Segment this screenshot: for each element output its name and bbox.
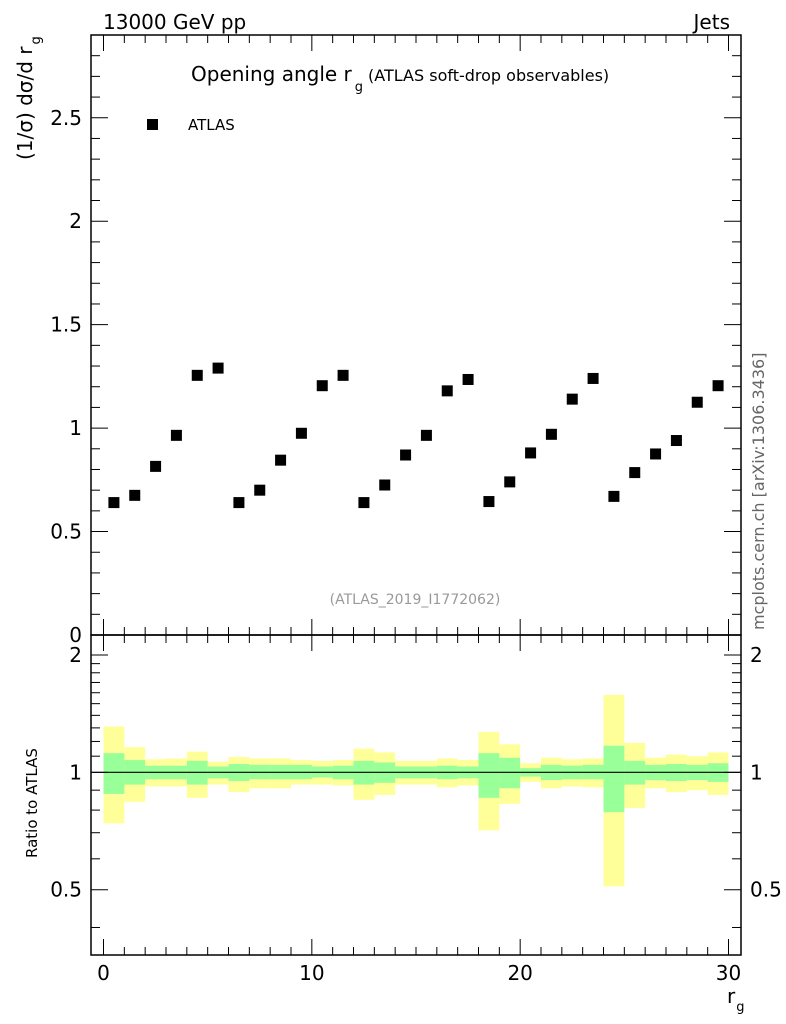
data-point <box>379 479 391 491</box>
y-axis-label-subscript: g <box>29 36 44 44</box>
data-point <box>650 448 662 460</box>
plot-title-note: (ATLAS soft-drop observables) <box>368 66 609 85</box>
y-axis-label-main: (1/σ) dσ/d r <box>13 46 37 160</box>
x-tick-label: 10 <box>299 961 324 985</box>
y-tick-label: 1.5 <box>50 313 82 337</box>
data-point <box>691 396 703 408</box>
side-label: mcplots.cern.ch [arXiv:1306.3436] <box>749 353 768 630</box>
x-tick-label: 20 <box>507 961 532 985</box>
y-tick-label: 1 <box>69 416 82 440</box>
ratio-panel: 0.5 0.5 1 1 2 2 Ratio to ATLAS <box>23 634 782 956</box>
legend-label: ATLAS <box>188 116 235 134</box>
ratio-y-tick-label-right: 2 <box>750 643 763 667</box>
plot-title-subscript: g <box>355 80 363 95</box>
ratio-inner-band-bin <box>603 745 625 813</box>
main-axis-ticks: 0 0.5 1 1.5 2 2.5 <box>50 35 741 647</box>
data-point <box>566 393 578 405</box>
data-point <box>275 454 287 466</box>
data-point <box>712 380 724 392</box>
data-point <box>504 476 516 488</box>
data-point <box>129 489 141 501</box>
ratio-y-tick-label-left: 0.5 <box>50 878 82 902</box>
legend-marker <box>147 119 158 130</box>
data-point <box>337 369 349 381</box>
ratio-inner-band-bin <box>103 753 125 794</box>
data-point <box>629 467 641 479</box>
header: 13000 GeV pp Jets <box>103 10 730 34</box>
data-point <box>170 429 182 441</box>
y-axis-label: (1/σ) dσ/d r g <box>13 36 44 160</box>
data-point <box>400 449 412 461</box>
main-panel: 00.511.522.5 Opening angle rg(ATLAS soft… <box>13 34 742 647</box>
data-point <box>420 429 432 441</box>
data-point <box>108 497 120 509</box>
data-point <box>670 435 682 447</box>
data-point <box>587 372 599 384</box>
y-tick-label: 0.5 <box>50 520 82 544</box>
ratio-uncertainty-bands <box>103 694 729 887</box>
analysis-id-label: (ATLAS_2019_I1772062) <box>330 592 501 608</box>
data-point <box>358 497 370 509</box>
ratio-y-tick-label-right: 1 <box>750 760 763 784</box>
data-point <box>441 385 453 397</box>
y-tick-label: 2 <box>69 209 82 233</box>
data-point <box>545 428 557 440</box>
ratio-y-tick-label-right: 0.5 <box>750 878 782 902</box>
y-tick-label: 2.5 <box>50 106 82 130</box>
ratio-axis-ticks: 0.5 0.5 1 1 2 2 <box>50 635 782 955</box>
plot-title-main: Opening angle r <box>191 62 353 86</box>
ratio-y-tick-label-left: 2 <box>69 643 82 667</box>
x-tick-label: 30 <box>716 961 741 985</box>
data-point <box>295 427 307 439</box>
data-point <box>483 496 495 508</box>
legend: ATLAS <box>147 116 235 134</box>
data-point <box>233 497 245 509</box>
header-right-label: Jets <box>692 10 730 34</box>
plot-title: Opening angle rg (ATLAS soft-drop observa… <box>191 62 609 95</box>
data-point <box>254 484 266 496</box>
x-tick-label: 0 <box>97 961 110 985</box>
data-point <box>525 447 537 459</box>
x-tick-labels: 0 10 20 30 <box>97 961 741 985</box>
data-point <box>316 380 328 392</box>
data-point <box>462 373 474 385</box>
y-tick-label: 0 <box>69 623 82 647</box>
ratio-inner-band-bin <box>478 753 500 798</box>
ratio-y-axis-label: Ratio to ATLAS <box>23 748 41 858</box>
x-axis-label-main: r <box>727 984 736 1008</box>
x-axis-label: rg <box>727 984 745 1015</box>
ratio-y-tick-label-left: 1 <box>69 760 82 784</box>
data-point <box>191 369 203 381</box>
main-data-points <box>108 362 724 509</box>
data-point <box>150 460 162 472</box>
header-left-label: 13000 GeV pp <box>103 10 246 34</box>
data-point <box>608 490 620 502</box>
data-point <box>212 362 224 374</box>
x-axis-label-subscript: g <box>736 1000 744 1015</box>
ratio-inner-band-bin <box>499 757 521 789</box>
